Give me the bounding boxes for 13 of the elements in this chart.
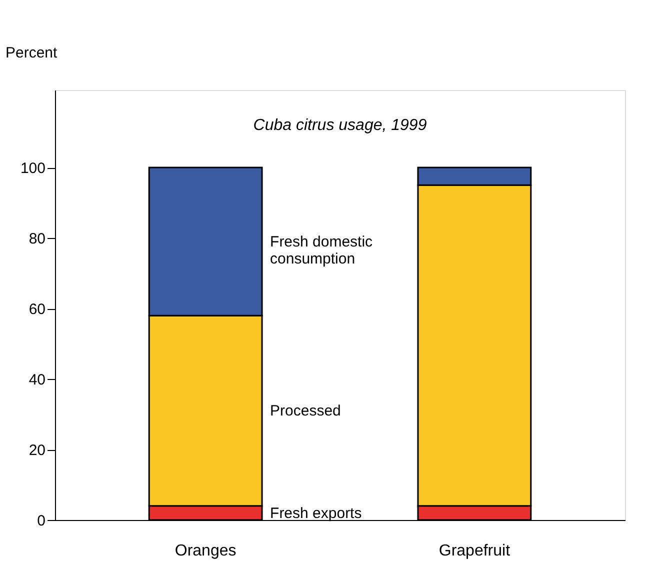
series-label: Processed: [270, 402, 341, 420]
y-tick-label: 20: [28, 442, 46, 460]
y-tick-label: 60: [28, 301, 46, 318]
y-tick-label: 0: [37, 512, 46, 530]
y-tick-label: 80: [28, 230, 46, 248]
y-tick-label: 40: [28, 372, 46, 389]
x-tick-label: Oranges: [174, 542, 236, 560]
series-label: Fresh domestic consumption: [270, 234, 374, 268]
x-tick-label: Grapefruit: [438, 542, 511, 560]
text: Cuba citrus usage, 1999: [253, 117, 427, 134]
series-label: Fresh exports: [270, 504, 362, 522]
y-axis-title: Percent: [6, 44, 58, 62]
y-tick-label: 100: [20, 160, 46, 178]
